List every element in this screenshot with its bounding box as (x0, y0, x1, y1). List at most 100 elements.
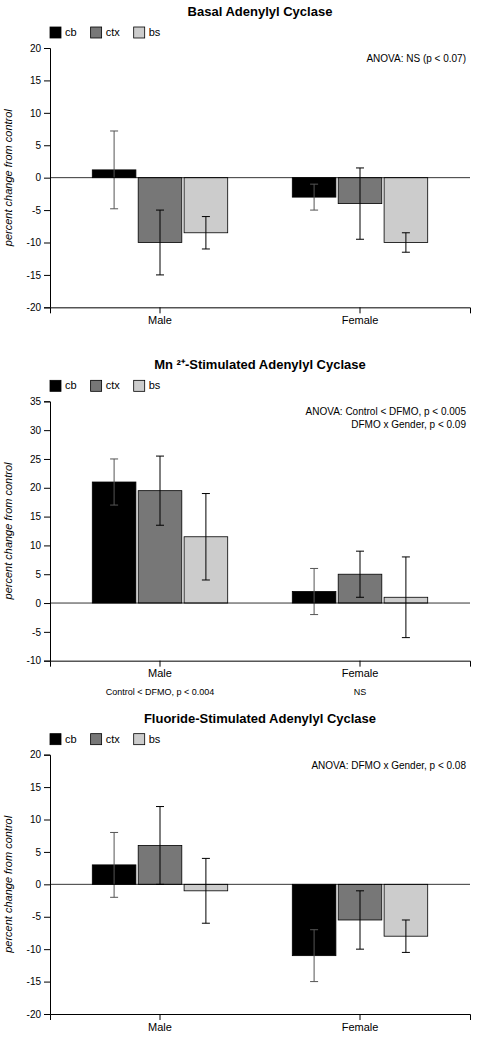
y-tick-label: 35 (30, 396, 42, 407)
y-tick-mark (44, 243, 50, 244)
y-tick-label: 20 (30, 749, 42, 760)
y-tick-label: 15 (30, 75, 42, 86)
x-annotation: Control < DFMO, p < 0.004 (106, 687, 215, 697)
title: Mn ²⁺-Stimulated Adenylyl Cyclase (154, 357, 366, 372)
y-axis-line (44, 402, 51, 661)
y-tick: -10 (27, 237, 50, 248)
x-axis: MaleFemale (51, 1014, 471, 1033)
y-tick-label: 5 (35, 140, 41, 151)
error-bar (356, 891, 364, 949)
legend-swatch (134, 734, 145, 745)
y-tick-mark (44, 307, 50, 308)
y-axis-line (44, 49, 51, 308)
zero-line (50, 884, 470, 885)
legend-item: cb (50, 379, 77, 391)
y-tick: 30 (30, 425, 50, 436)
error-bar (356, 551, 364, 597)
y-tick-label: 0 (35, 172, 41, 183)
y-tick-mark (44, 574, 50, 575)
y-tick: 5 (35, 140, 50, 151)
y-tick: -15 (27, 976, 50, 987)
x-tick-mark (360, 307, 361, 313)
legend-item: cb (50, 733, 77, 745)
y-tick-mark (44, 275, 50, 276)
error-bar (402, 233, 410, 252)
error-bar (156, 807, 164, 885)
y-tick-mark (44, 80, 50, 81)
y-tick: 15 (30, 511, 50, 522)
x-tick-mark (160, 307, 161, 313)
y-tick-label: 10 (30, 540, 42, 551)
y-tick-mark (44, 459, 50, 460)
y-tick-label: 15 (30, 782, 42, 793)
legend-label: cb (65, 733, 77, 745)
legend-label: ctx (106, 379, 121, 391)
x-tick-mark (360, 1014, 361, 1020)
y-tick-label: -15 (27, 270, 42, 281)
marks (92, 456, 427, 638)
y-tick-label: 5 (35, 847, 41, 858)
legend-swatch (91, 27, 102, 38)
legend-label: cb (65, 26, 77, 38)
legend-item: bs (134, 733, 161, 745)
y-tick-mark (44, 661, 50, 662)
legend: cb ctx bs (50, 379, 161, 391)
title: Fluoride-Stimulated Adenylyl Cyclase (144, 711, 376, 726)
error-bar (402, 557, 410, 638)
x-axis: Male Female (51, 307, 471, 326)
legend-item: cb (50, 26, 77, 38)
legend: cbctxbs (50, 26, 161, 38)
error-bars (110, 459, 318, 615)
bar-series (138, 491, 382, 603)
x-tick: Female (342, 661, 379, 680)
x-tick: Female (342, 1014, 379, 1033)
y-tick-label: -5 (32, 911, 41, 922)
annotation: DFMO x Gender, p < 0.09 (351, 419, 466, 430)
zero-line (50, 177, 470, 178)
bar-series (92, 865, 336, 956)
y-tick: -5 (32, 205, 50, 216)
y-tick-label: 0 (35, 598, 41, 609)
bar-series (138, 845, 382, 920)
y-tick-label: 20 (30, 43, 42, 54)
legend-label: bs (149, 379, 161, 391)
y-tick: 10 (30, 814, 50, 825)
bar-series (184, 178, 428, 243)
legend-item: ctx (91, 26, 121, 38)
y-tick-label: -5 (32, 627, 41, 638)
y-axis: -10-505101520253035 (27, 396, 51, 666)
y-tick: 0 (35, 172, 50, 183)
y-tick: 15 (30, 782, 50, 793)
error-bar (310, 930, 318, 982)
plot-area: -10-505101520253035MaleFemaleControl < D… (2, 357, 471, 696)
y-tick: -10 (27, 655, 50, 666)
y-tick-mark (44, 852, 50, 853)
error-bars (156, 168, 364, 275)
bar-series (138, 178, 382, 243)
x-axis-line (51, 308, 471, 314)
x-tick: Male (148, 307, 172, 326)
marks (92, 807, 427, 982)
annotation: ANOVA: DFMO x Gender, p < 0.08 (311, 760, 466, 771)
legend-swatch (91, 380, 102, 391)
error-bars (156, 807, 364, 950)
x-axis-line (51, 1015, 471, 1021)
y-tick-label: -20 (27, 1009, 42, 1020)
annotation: ANOVA: Control < DFMO, p < 0.005 (306, 406, 467, 417)
y-axis: -20-15-10-505101520 (27, 749, 51, 1019)
error-bar (310, 568, 318, 614)
error-bar (110, 832, 118, 897)
annotation: ANOVA: NS (p < 0.07) (366, 53, 466, 64)
error-bars (202, 494, 410, 638)
y-axis: -20-15-10-505101520 (27, 43, 51, 313)
x-tick: Female (342, 307, 379, 326)
x-tick-mark (160, 661, 161, 667)
y-axis-title: percent change from control (2, 109, 14, 248)
y-axis-title: percent change from control (2, 815, 14, 954)
plot-area: -20-15-10-505101520MaleFemaleFluoride-St… (2, 711, 471, 1033)
error-bars (202, 217, 410, 253)
y-tick-label: 0 (35, 879, 41, 890)
y-tick-label: -10 (27, 237, 42, 248)
y-tick: -15 (27, 270, 50, 281)
error-bars (110, 832, 318, 981)
